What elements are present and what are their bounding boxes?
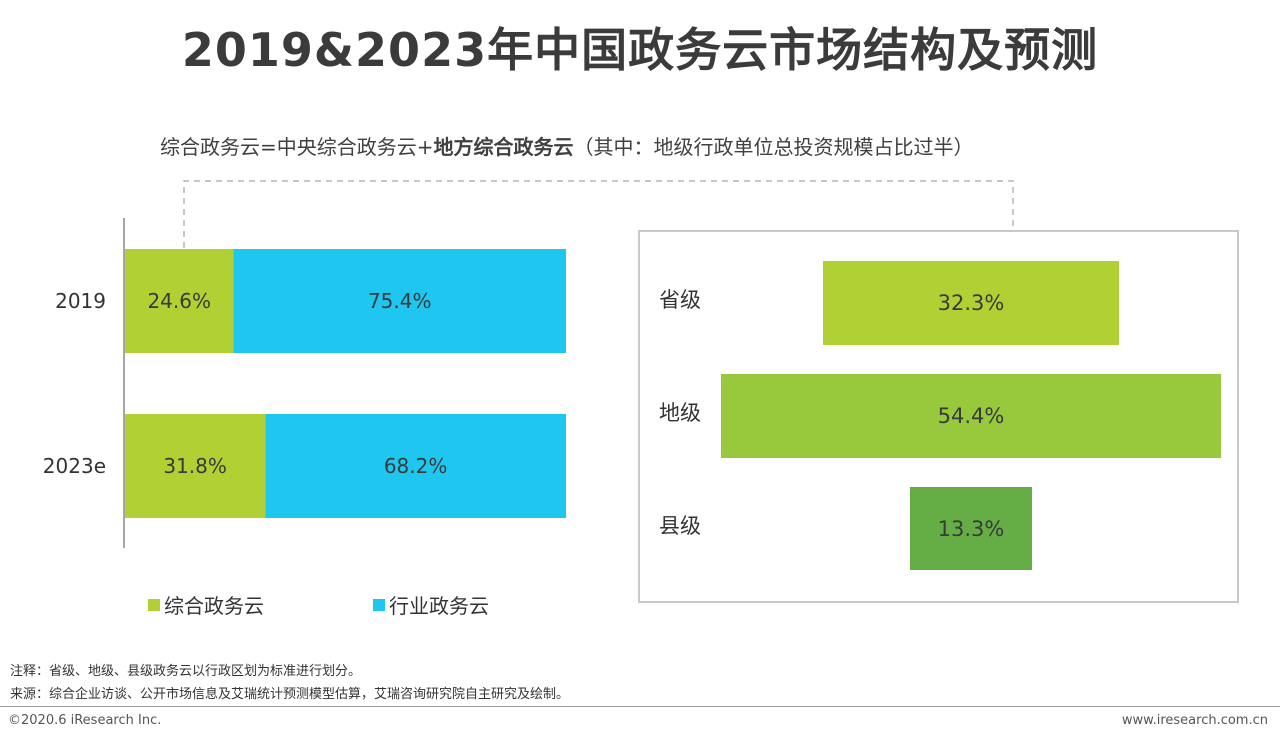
footer-copyright: ©2020.6 iResearch Inc.	[8, 713, 162, 728]
data-label-2023e-1: 68.2%	[383, 454, 448, 478]
category-label-2023e: 2023e	[42, 454, 106, 478]
level-label-2: 县级	[659, 513, 701, 538]
bar-segment-2023e-0	[125, 414, 266, 518]
legend-label-comprehensive: 综合政务云	[164, 594, 264, 618]
data-label-2019-0: 24.6%	[147, 289, 212, 313]
data-label-2023e-0: 31.8%	[163, 454, 227, 478]
level-label-1: 地级	[659, 401, 701, 425]
data-label-2019-1: 75.4%	[367, 289, 432, 313]
subtitle-part1: 综合政务云=中央综合政务云+	[160, 135, 434, 159]
level-bar-0: 32.3%	[822, 261, 1120, 345]
chart-note: 注释：省级、地级、县级政务云以行政区划为标准进行划分。	[10, 664, 362, 679]
bar-segment-2019-1	[233, 249, 566, 353]
bar-segment-2023e-1	[265, 414, 566, 518]
subtitle-part2: （其中：地级行政单位总投资规模占比过半）	[573, 135, 974, 159]
level-value-label-2: 13.3%	[937, 516, 1005, 541]
local-cloud-breakdown-box	[638, 230, 1239, 603]
level-bar-1: 54.4%	[721, 374, 1221, 458]
level-value-label-0: 32.3%	[937, 291, 1005, 315]
chart-subtitle: 综合政务云=中央综合政务云+地方综合政务云（其中：地级行政单位总投资规模占比过半…	[160, 131, 974, 160]
level-label-0: 省级	[659, 288, 701, 312]
subtitle-bold: 地方综合政务云	[433, 135, 574, 159]
footer-divider	[0, 706, 1280, 707]
legend-swatch-industry	[373, 598, 385, 611]
legend-label-industry: 行业政务云	[389, 594, 489, 618]
page-title: 2019&2023年中国政务云市场结构及预测	[181, 23, 1099, 77]
category-label-2019: 2019	[55, 289, 106, 313]
legend-item-industry: 行业政务云	[373, 590, 489, 619]
level-value-label-1: 54.4%	[937, 404, 1005, 428]
footer-website: www.iresearch.com.cn	[1121, 713, 1268, 728]
level-bar-2: 13.3%	[909, 487, 1033, 570]
bar-segment-2019-0	[125, 249, 234, 353]
legend-item-comprehensive: 综合政务云	[148, 590, 264, 619]
legend-swatch-comprehensive	[148, 598, 160, 611]
chart-source: 来源：综合企业访谈、公开市场信息及艾瑞统计预测模型估算，艾瑞咨询研究院自主研究及…	[10, 687, 570, 702]
